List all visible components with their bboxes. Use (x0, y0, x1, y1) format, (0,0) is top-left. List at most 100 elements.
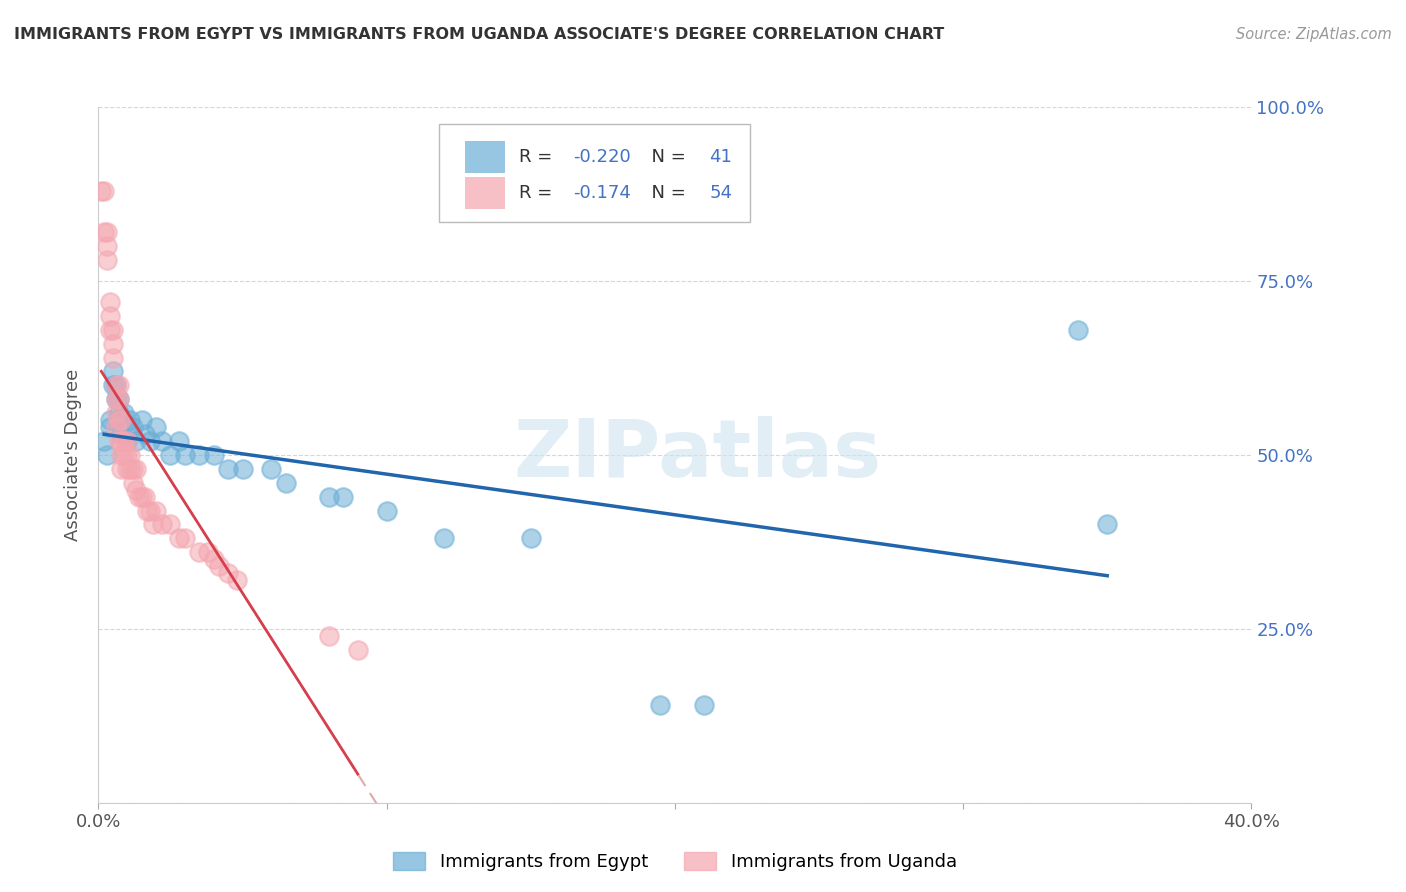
Point (159, 517, 181, 532)
Point (208, 559, 231, 574)
Point (110, 413, 132, 427)
Point (134, 427, 156, 442)
Text: N =: N = (640, 184, 692, 202)
Point (136, 503, 159, 517)
Legend: Immigrants from Egypt, Immigrants from Uganda: Immigrants from Egypt, Immigrants from U… (385, 845, 965, 879)
Point (117, 434, 139, 448)
Point (433, 532, 456, 546)
Point (150, 434, 173, 448)
FancyBboxPatch shape (465, 178, 505, 209)
Point (117, 420, 139, 434)
Point (122, 462, 145, 476)
Point (104, 378, 127, 392)
Point (98, 420, 121, 434)
Text: -0.220: -0.220 (574, 148, 631, 166)
Point (107, 413, 129, 427)
Point (202, 448, 225, 462)
Text: R =: R = (519, 148, 558, 166)
Point (134, 490, 156, 504)
Point (120, 413, 142, 427)
Point (167, 532, 190, 546)
Point (110, 434, 132, 448)
Point (107, 406, 129, 420)
Point (101, 336, 124, 351)
Point (101, 351, 124, 365)
Point (110, 462, 132, 476)
Point (375, 503, 398, 517)
Point (174, 532, 197, 546)
Text: -0.174: -0.174 (574, 184, 631, 202)
Point (650, 698, 672, 713)
Point (104, 392, 127, 407)
Point (142, 517, 165, 532)
Point (131, 413, 153, 427)
Point (101, 323, 124, 337)
Point (90, 184, 112, 198)
Point (107, 392, 129, 407)
Point (104, 378, 127, 392)
Point (120, 448, 142, 462)
Point (145, 503, 167, 517)
Text: IMMIGRANTS FROM EGYPT VS IMMIGRANTS FROM UGANDA ASSOCIATE'S DEGREE CORRELATION C: IMMIGRANTS FROM EGYPT VS IMMIGRANTS FROM… (14, 27, 945, 42)
Point (93, 184, 115, 198)
Text: 41: 41 (710, 148, 733, 166)
Point (98, 413, 121, 427)
Point (96, 253, 118, 268)
Point (96, 448, 118, 462)
Point (693, 698, 716, 713)
Point (139, 503, 162, 517)
Point (98, 309, 121, 323)
Text: Source: ZipAtlas.com: Source: ZipAtlas.com (1236, 27, 1392, 42)
Point (125, 483, 148, 497)
Point (96, 239, 118, 253)
FancyBboxPatch shape (465, 141, 505, 172)
Point (174, 448, 197, 462)
Point (520, 532, 543, 546)
Point (332, 490, 354, 504)
Point (112, 434, 135, 448)
Point (112, 406, 135, 420)
Point (131, 490, 153, 504)
Text: ZIPatlas: ZIPatlas (513, 416, 882, 494)
Point (217, 462, 239, 476)
Point (1067, 323, 1090, 337)
Point (110, 448, 132, 462)
Point (104, 420, 127, 434)
Point (110, 413, 132, 427)
Point (150, 517, 173, 532)
Point (110, 427, 132, 442)
Text: R =: R = (519, 184, 558, 202)
Point (274, 475, 297, 490)
Point (139, 434, 162, 448)
Point (93, 225, 115, 239)
Point (107, 392, 129, 407)
Point (117, 448, 139, 462)
Point (188, 545, 211, 559)
FancyBboxPatch shape (439, 124, 749, 222)
Point (125, 434, 148, 448)
Point (346, 642, 368, 657)
Point (96, 225, 118, 239)
Point (318, 629, 340, 643)
Point (107, 378, 129, 392)
Point (98, 323, 121, 337)
Point (98, 294, 121, 309)
Point (122, 420, 145, 434)
Point (231, 462, 254, 476)
Point (120, 462, 142, 476)
Point (93, 434, 115, 448)
Point (1097, 517, 1119, 532)
Point (104, 406, 127, 420)
Point (117, 434, 139, 448)
Point (112, 448, 135, 462)
Point (125, 462, 148, 476)
Point (197, 545, 219, 559)
Point (104, 392, 127, 407)
Text: N =: N = (640, 148, 692, 166)
Point (128, 490, 150, 504)
Point (107, 434, 129, 448)
Point (318, 490, 340, 504)
Point (217, 566, 239, 581)
Point (167, 434, 190, 448)
Y-axis label: Associate's Degree: Associate's Degree (65, 368, 83, 541)
